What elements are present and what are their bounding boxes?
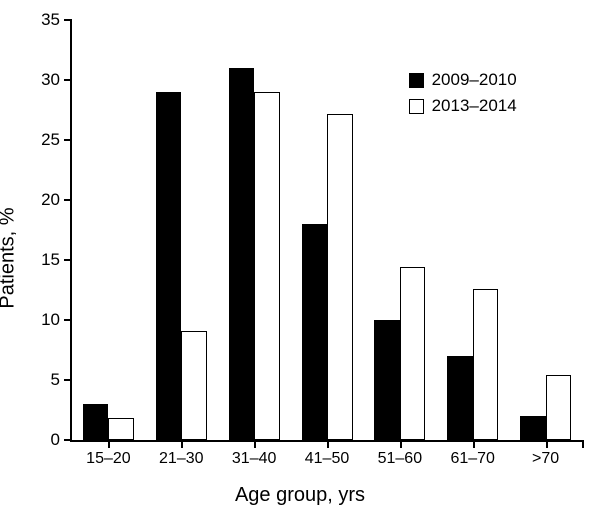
x-tick-label: 15–20 bbox=[86, 440, 131, 468]
plot-area: 0510152025303515–2021–3031–4041–5051–606… bbox=[70, 20, 582, 442]
legend-item: 2013–2014 bbox=[409, 96, 517, 116]
bar-s2013_2014 bbox=[546, 375, 572, 440]
x-tick-label: 21–30 bbox=[159, 440, 204, 468]
y-tick-label: 30 bbox=[41, 70, 72, 90]
bar-s2013_2014 bbox=[327, 114, 353, 440]
y-tick-label: 25 bbox=[41, 130, 72, 150]
bar-s2009_2010 bbox=[156, 92, 182, 440]
y-axis-title: Patients, % bbox=[0, 207, 20, 308]
x-tick-label: 61–70 bbox=[450, 440, 495, 468]
bar-s2013_2014 bbox=[181, 331, 207, 440]
bar-s2009_2010 bbox=[302, 224, 328, 440]
bar-s2009_2010 bbox=[374, 320, 400, 440]
bar-s2009_2010 bbox=[229, 68, 255, 440]
bar-s2009_2010 bbox=[447, 356, 473, 440]
legend-swatch-icon bbox=[409, 99, 424, 114]
y-tick-label: 20 bbox=[41, 190, 72, 210]
bar-s2009_2010 bbox=[83, 404, 109, 440]
bar-s2013_2014 bbox=[108, 418, 134, 440]
x-tick-label: 31–40 bbox=[232, 440, 277, 468]
chart-container: Patients, % Age group, yrs 0510152025303… bbox=[0, 0, 600, 515]
y-tick-label: 5 bbox=[51, 370, 72, 390]
y-tick-label: 35 bbox=[41, 10, 72, 30]
bar-s2013_2014 bbox=[473, 289, 499, 440]
legend-swatch-icon bbox=[409, 73, 424, 88]
bar-s2009_2010 bbox=[520, 416, 546, 440]
y-tick-label: 10 bbox=[41, 310, 72, 330]
x-tick-label: >70 bbox=[532, 440, 559, 468]
legend: 2009–2010 2013–2014 bbox=[409, 70, 517, 122]
x-tick-label: 51–60 bbox=[378, 440, 423, 468]
x-tick bbox=[582, 440, 584, 448]
bar-s2013_2014 bbox=[254, 92, 280, 440]
legend-label: 2009–2010 bbox=[432, 70, 517, 90]
y-tick-label: 0 bbox=[51, 430, 72, 450]
x-axis-title: Age group, yrs bbox=[0, 484, 600, 507]
legend-label: 2013–2014 bbox=[432, 96, 517, 116]
legend-item: 2009–2010 bbox=[409, 70, 517, 90]
y-tick-label: 15 bbox=[41, 250, 72, 270]
bar-s2013_2014 bbox=[400, 267, 426, 440]
x-tick-label: 41–50 bbox=[305, 440, 350, 468]
